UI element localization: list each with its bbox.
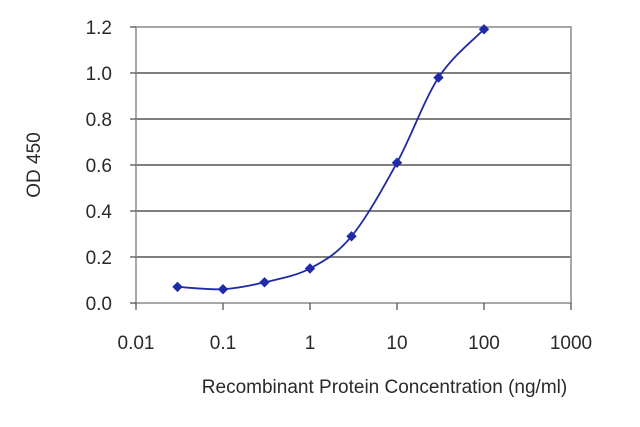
x-tick-label: 1 bbox=[305, 333, 316, 354]
y-tick-label: 1.0 bbox=[86, 64, 112, 85]
x-axis-title: Recombinant Protein Concentration (ng/ml… bbox=[202, 377, 567, 398]
data-point bbox=[217, 284, 229, 295]
x-tick-label: 10 bbox=[386, 333, 407, 354]
data-point bbox=[391, 157, 403, 168]
x-axis-ticks: 0.01 0.1 1 10 100 1000 bbox=[118, 303, 592, 354]
data-point bbox=[478, 24, 490, 35]
data-point bbox=[304, 263, 316, 274]
y-tick-label: 0.4 bbox=[86, 202, 113, 223]
data-point bbox=[346, 231, 357, 242]
y-axis-title: OD 450 bbox=[24, 132, 45, 197]
y-tick-label: 0.8 bbox=[86, 110, 112, 131]
series-line bbox=[177, 28, 485, 291]
gridlines bbox=[136, 72, 571, 258]
x-tick-label: 1000 bbox=[550, 333, 592, 354]
data-point bbox=[259, 277, 270, 288]
y-tick-label: 0.2 bbox=[86, 248, 112, 269]
y-axis-ticks: 0.0 0.2 0.4 0.6 0.8 1.0 1.2 bbox=[86, 18, 136, 315]
y-tick-label: 0.6 bbox=[86, 156, 112, 177]
series-layer bbox=[172, 24, 490, 295]
x-tick-label: 100 bbox=[468, 333, 500, 354]
data-point bbox=[433, 72, 444, 83]
y-tick-label: 0.0 bbox=[86, 294, 112, 315]
data-point bbox=[172, 281, 183, 293]
x-tick-label: 0.1 bbox=[210, 333, 236, 354]
y-tick-label: 1.2 bbox=[86, 18, 112, 39]
x-tick-label: 0.01 bbox=[118, 333, 155, 354]
